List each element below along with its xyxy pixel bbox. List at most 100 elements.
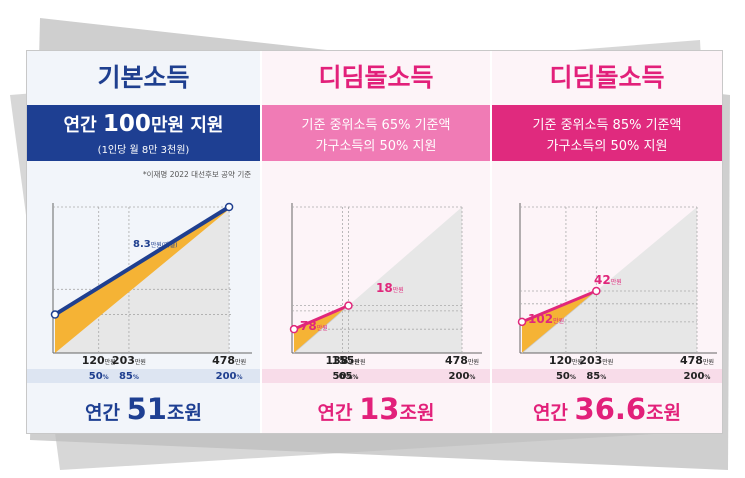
median-pct-value: 200: [684, 371, 705, 382]
median-pct-unit: %: [570, 374, 576, 381]
banner-pre: 연간: [63, 115, 103, 136]
line-end-point: [344, 301, 353, 310]
median-pct-unit: %: [133, 374, 139, 381]
value-label-number: 18: [376, 281, 393, 295]
value-label: 18만원: [376, 281, 404, 295]
series-sub-label: 8.3만원(매월): [133, 239, 177, 250]
median-pct-value: 85: [586, 371, 600, 382]
line-start-point: [289, 324, 299, 334]
banner-line-1: 연간 100만원 지원: [27, 111, 260, 137]
median-row-band: [262, 369, 490, 383]
median-pct-value: 200: [216, 371, 237, 382]
x-tick-label: 155만원: [331, 354, 365, 367]
x-tick-label: 120만원: [82, 354, 116, 367]
median-pct-unit: %: [346, 374, 352, 381]
footer-pre: 연간: [317, 402, 360, 424]
x-tick-label: 478만원: [680, 354, 714, 367]
value-label: 42만원: [594, 273, 622, 287]
footer-post: 조원: [166, 402, 202, 424]
income-diagonal: [521, 290, 597, 354]
series-sub-unit: 만원(매월): [151, 241, 178, 249]
x-tick-label: 478만원: [445, 354, 479, 367]
value-label-number: 102: [528, 312, 553, 326]
panel-basic-income: 기본소득 연간 100만원 지원 (1인당 월 8만 3천원) *이재명 202…: [27, 51, 260, 433]
value-label-unit: 만원: [611, 278, 622, 286]
median-pct-label: 85%: [586, 371, 606, 382]
panel-footer: 연간 13조원: [262, 386, 490, 432]
line-start-point: [517, 317, 527, 327]
x-tick-unit: 만원: [105, 358, 116, 366]
x-tick-unit: 만원: [602, 358, 613, 366]
median-row-band: [492, 369, 722, 383]
banner-line-1: 기준 중위소득 85% 기준액: [532, 118, 682, 133]
banner-line-2: 가구소득의 50% 지원: [546, 139, 668, 154]
x-tick-value: 478: [680, 354, 703, 367]
x-tick-label: 138만원: [325, 354, 359, 367]
banner-line-2: (1인당 월 8만 3천원): [97, 145, 190, 156]
median-pct-unit: %: [469, 374, 475, 381]
chart-note: *이재명 2022 대선후보 공약 기준: [143, 169, 251, 179]
median-pct-unit: %: [237, 374, 243, 381]
footer-post: 조원: [399, 402, 435, 424]
panel-footer: 연간 51조원: [27, 386, 260, 432]
benefit-area: [55, 207, 230, 353]
x-tick-value: 120: [549, 354, 572, 367]
x-tick-label: 203만원: [579, 354, 613, 367]
value-label: 78만원: [300, 319, 328, 333]
line-start-point: [50, 310, 60, 319]
panel-footer: 연간 36.6조원: [492, 386, 722, 432]
banner-line-1: 기준 중위소득 65% 기준액: [301, 118, 451, 133]
x-tick-unit: 만원: [135, 358, 146, 366]
median-pct-label: 200%: [216, 371, 243, 382]
banner-line-2: 가구소득의 50% 지원: [315, 139, 437, 154]
median-pct-value: 50: [333, 371, 347, 382]
median-pct-value: 65: [339, 371, 353, 382]
value-label: 102만원: [528, 312, 564, 326]
panel-title: 디딤돌소득: [549, 63, 665, 92]
value-label-unit: 만원: [317, 324, 328, 332]
value-label-unit: 만원: [393, 286, 404, 294]
x-tick-label: 203만원: [112, 354, 146, 367]
value-label-number: 78: [300, 319, 317, 333]
panel-banner: 기준 중위소득 65% 기준액 가구소득의 50% 지원: [262, 105, 490, 161]
median-row-band: [27, 369, 260, 383]
panel-stepping-stone-65: 디딤돌소득 기준 중위소득 65% 기준액 가구소득의 50% 지원 78만원 1…: [262, 51, 490, 433]
x-tick-label: 478만원: [212, 354, 246, 367]
x-tick-unit: 만원: [572, 358, 583, 366]
x-tick-value: 203: [112, 354, 135, 367]
median-pct-value: 85: [119, 371, 133, 382]
median-pct-unit: %: [600, 374, 606, 381]
median-pct-label: 50%: [89, 371, 109, 382]
x-tick-unit: 만원: [468, 358, 479, 366]
series-line: [53, 205, 231, 317]
panel-stepping-stone-85: 디딤돌소득 기준 중위소득 85% 기준액 가구소득의 50% 지원 102만원…: [492, 51, 722, 433]
median-pct-value: 50: [89, 371, 103, 382]
infographic-card: 기본소득 연간 100만원 지원 (1인당 월 8만 3천원) *이재명 202…: [26, 50, 723, 434]
median-pct-label: 65%: [339, 371, 359, 382]
series-line: [521, 289, 597, 324]
median-pct-label: 85%: [119, 371, 139, 382]
footer-amount: 51: [126, 392, 167, 426]
median-pct-value: 200: [449, 371, 470, 382]
x-tick-label: 120만원: [549, 354, 583, 367]
series-line: [293, 304, 350, 331]
banner-post: 만원 지원: [150, 115, 224, 136]
series-sub-value: 8.3: [133, 239, 151, 250]
median-pct-label: 50%: [556, 371, 576, 382]
footer-amount: 36.6: [574, 392, 647, 426]
panel-title: 기본소득: [97, 63, 190, 92]
x-tick-value: 138: [325, 354, 348, 367]
x-tick-value: 203: [579, 354, 602, 367]
line-end-point: [224, 202, 234, 212]
median-pct-unit: %: [103, 374, 109, 381]
footer-pre: 연간: [532, 402, 575, 424]
median-pct-label: 200%: [449, 371, 476, 382]
x-tick-unit: 만원: [354, 358, 365, 366]
median-pct-value: 50: [556, 371, 570, 382]
chart-basic-income: *이재명 2022 대선후보 공약 기준 8.3만원(매월)120만원50%20…: [27, 169, 260, 383]
x-tick-unit: 만원: [348, 358, 359, 366]
banner-amount: 100: [102, 111, 151, 137]
x-tick-unit: 만원: [703, 358, 714, 366]
panel-title: 디딤돌소득: [318, 63, 434, 92]
